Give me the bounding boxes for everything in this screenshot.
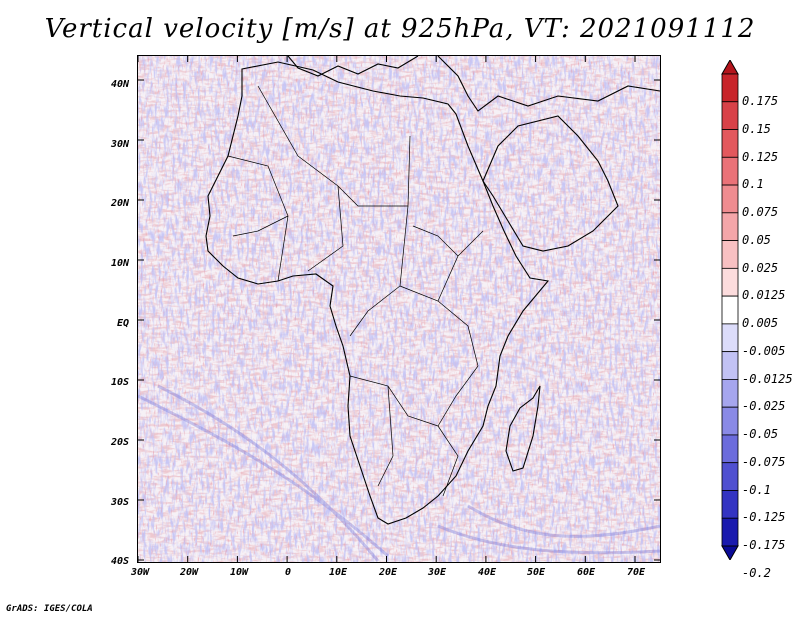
colorbar-label: 0.1 — [742, 177, 764, 192]
colorbar-label: 0.025 — [742, 260, 779, 275]
colorbar-swatch — [721, 73, 739, 103]
colorbar-swatch — [721, 490, 739, 519]
lon-label-10e: 10E — [328, 567, 348, 578]
colorbar-label: 0.15 — [742, 121, 771, 136]
colorbar-label: -0.05 — [742, 427, 779, 442]
lon-label-30e: 30E — [427, 567, 447, 578]
colorbar-swatch — [721, 240, 739, 269]
colorbar-swatch — [721, 379, 739, 408]
colorbar-swatch — [721, 434, 739, 464]
lat-label-40s: 40S — [110, 556, 129, 567]
colorbar-bottom-arrow — [721, 545, 739, 562]
colorbar-label: 0.125 — [742, 149, 779, 164]
colorbar-label: -0.025 — [742, 399, 786, 414]
colorbar-swatch — [721, 406, 739, 436]
colorbar-swatch — [721, 212, 739, 241]
lat-label-30s: 30S — [110, 497, 129, 508]
colorbar-swatch — [721, 351, 739, 380]
velocity-field-map — [138, 56, 660, 562]
lon-label-20e: 20E — [378, 567, 398, 578]
colorbar-label: -0.2 — [742, 566, 771, 580]
colorbar-swatch — [721, 129, 739, 158]
lon-label-20w: 20W — [179, 567, 199, 578]
colorbar-label: 0.05 — [742, 232, 771, 247]
lon-label-0: 0 — [284, 567, 292, 578]
country-borders — [227, 85, 484, 497]
colorbar-swatch — [721, 184, 739, 214]
lon-label-50e: 50E — [526, 567, 546, 578]
colorbar-label: -0.175 — [742, 538, 786, 553]
colorbar-swatch — [721, 295, 739, 325]
colorbar-swatch — [721, 101, 739, 130]
colorbar-label: 0.005 — [742, 316, 779, 331]
map-panel — [137, 55, 661, 563]
lat-label-40n: 40N — [110, 79, 129, 90]
colorbar-label: 0.0125 — [742, 288, 786, 303]
lon-label-10w: 10W — [229, 567, 249, 578]
map-title: Vertical velocity [m/s] at 925hPa, VT: 2… — [44, 14, 756, 44]
lat-label-eq: EQ — [116, 318, 129, 329]
colorbar-label: -0.075 — [742, 454, 786, 469]
lon-label-30w: 30W — [130, 567, 150, 578]
lat-label-20s: 20S — [110, 437, 129, 448]
colorbar-swatch — [721, 517, 739, 547]
colorbar — [719, 58, 741, 564]
colorbar-label: 0.075 — [742, 205, 779, 220]
colorbar-label: 0.175 — [742, 94, 779, 108]
colorbar-swatches — [721, 58, 739, 562]
grads-credit: GrADS: IGES/COLA — [6, 604, 93, 614]
colorbar-swatch — [721, 267, 739, 297]
colorbar-label: -0.125 — [742, 510, 786, 525]
lat-label-20n: 20N — [110, 198, 129, 209]
colorbar-swatch — [721, 323, 739, 353]
colorbar-label: -0.0125 — [742, 371, 793, 386]
colorbar-label: -0.005 — [742, 343, 786, 358]
colorbar-top-arrow — [721, 58, 739, 75]
lat-label-10n: 10N — [110, 258, 129, 269]
coastlines — [205, 56, 660, 525]
colorbar-swatch — [721, 462, 739, 491]
lat-label-10s: 10S — [110, 377, 129, 388]
lat-label-30n: 30N — [110, 139, 129, 150]
lon-label-70e: 70E — [626, 567, 646, 578]
colorbar-label: -0.1 — [742, 482, 771, 497]
lon-label-40e: 40E — [477, 567, 497, 578]
lon-label-60e: 60E — [576, 567, 596, 578]
colorbar-swatch — [721, 156, 739, 186]
